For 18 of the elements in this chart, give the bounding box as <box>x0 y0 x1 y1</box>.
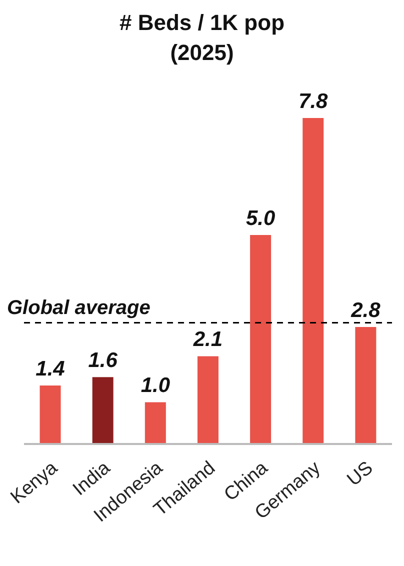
bar <box>197 356 218 444</box>
bar <box>355 326 376 444</box>
bar <box>144 402 166 444</box>
data-label: 1.6 <box>88 349 118 372</box>
ref-line-label: Global average <box>7 296 150 319</box>
bar <box>302 118 324 444</box>
chart-title: # Beds / 1K pop <box>118 9 286 37</box>
data-label: 7.8 <box>298 90 328 113</box>
data-label: 1.4 <box>36 357 66 380</box>
data-label: 2.1 <box>192 328 223 352</box>
bar <box>250 235 272 444</box>
data-label: 2.8 <box>350 298 381 322</box>
x-tick-label: US <box>343 458 378 491</box>
data-label: 5.0 <box>246 207 276 230</box>
bar <box>40 385 61 444</box>
data-label: 1.0 <box>140 374 170 398</box>
bar <box>92 377 114 444</box>
chart-subtitle: (2025) <box>169 39 235 67</box>
